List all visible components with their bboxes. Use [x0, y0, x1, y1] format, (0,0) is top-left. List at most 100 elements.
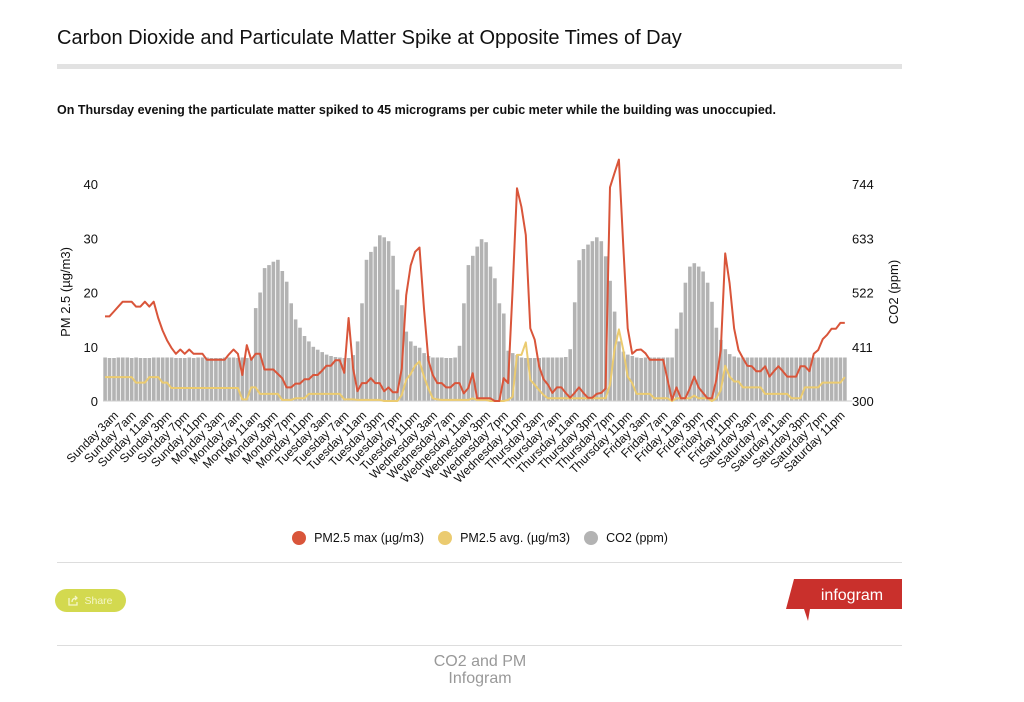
co2-bar [245, 358, 249, 401]
co2-bar [564, 357, 568, 401]
co2-bar [639, 358, 643, 401]
co2-bar [417, 347, 422, 401]
co2-bar [444, 358, 448, 401]
co2-bar [590, 241, 595, 401]
co2-bar [165, 357, 169, 401]
co2-bar [191, 358, 196, 401]
co2-bar [767, 357, 772, 401]
co2-bar [214, 358, 218, 401]
co2-bar [404, 331, 409, 401]
co2-bar [798, 357, 803, 401]
infogram-logo[interactable]: infogram [786, 579, 902, 621]
co2-bar [200, 357, 205, 401]
co2-bar [271, 261, 276, 401]
co2-bar [311, 346, 316, 402]
co2-bar [829, 357, 834, 401]
co2-bar [116, 357, 121, 401]
co2-bar [634, 357, 639, 401]
co2-bar [776, 357, 781, 401]
co2-bar [736, 357, 741, 401]
co2-bar [236, 358, 240, 401]
co2-bar [152, 357, 156, 401]
co2-bar [143, 358, 147, 401]
co2-bar [661, 357, 666, 401]
co2-bar [196, 357, 200, 401]
co2-bar [156, 357, 161, 401]
co2-bar [785, 357, 790, 401]
left-tick-label: 10 [84, 340, 98, 355]
right-tick-label: 522 [852, 286, 874, 301]
legend-pm-avg[interactable]: PM2.5 avg. (µg/m3) [438, 531, 570, 545]
co2-bar [351, 355, 355, 401]
left-tick-label: 20 [84, 286, 98, 301]
co2-bar [772, 357, 776, 401]
divider [57, 645, 902, 646]
co2-bar [431, 357, 435, 401]
co2-bar [572, 302, 577, 401]
co2-bar [741, 357, 745, 401]
co2-bar [231, 357, 236, 401]
co2-bar [843, 357, 847, 401]
footer-caption[interactable]: CO2 and PM Infogram [380, 653, 580, 687]
co2-bar [178, 358, 183, 401]
co2-bar [502, 313, 506, 401]
legend-label: PM2.5 max (µg/m3) [314, 531, 425, 545]
co2-bar [222, 357, 227, 401]
footer-line-2: Infogram [448, 670, 512, 687]
co2-bar [546, 357, 550, 401]
co2-bar [657, 357, 661, 401]
co2-bar [103, 357, 107, 401]
co2-bar [121, 357, 125, 401]
co2-bar [391, 255, 395, 401]
co2-bar [324, 354, 329, 401]
co2-bar [276, 259, 280, 401]
co2-bar [603, 256, 608, 401]
co2-bar [457, 345, 462, 401]
co2-bar [453, 357, 457, 401]
co2-bar [493, 278, 497, 401]
co2-bar [688, 266, 692, 401]
co2-bar [302, 336, 307, 401]
page-title: Carbon Dioxide and Particulate Matter Sp… [57, 27, 682, 49]
co2-bar [519, 357, 524, 401]
co2-bar [378, 235, 382, 401]
co2-bar [479, 239, 484, 401]
co2-bar [794, 357, 798, 401]
co2-bars [103, 235, 847, 402]
share-button[interactable]: Share [55, 589, 126, 612]
co2-bar [683, 282, 688, 401]
co2-bar [355, 341, 360, 401]
legend-dot-icon [584, 531, 599, 545]
co2-bar [360, 303, 364, 401]
co2-bar [138, 358, 143, 401]
co2-bar [129, 358, 134, 401]
co2-bar [435, 357, 440, 401]
co2-bar [329, 356, 333, 401]
share-icon [68, 595, 79, 606]
co2-bar [289, 303, 293, 401]
legend-co2[interactable]: CO2 (ppm) [584, 531, 668, 545]
co2-bar [160, 357, 165, 401]
co2-bar [732, 356, 736, 401]
co2-bar [758, 357, 763, 401]
co2-bar [630, 356, 635, 401]
co2-bar [515, 355, 519, 401]
co2-bar [821, 357, 825, 401]
co2-bar [781, 357, 785, 401]
co2-bar [825, 357, 829, 401]
title-divider [57, 64, 902, 69]
co2-bar [262, 268, 267, 401]
co2-bar [183, 358, 187, 401]
legend-dot-icon [292, 531, 307, 545]
pm-avg-line [105, 328, 846, 402]
co2-bar [745, 357, 750, 401]
co2-bar [524, 358, 528, 401]
co2-bar [696, 266, 701, 401]
co2-bar [750, 357, 754, 401]
pm-max-line [105, 158, 845, 402]
legend-label: PM2.5 avg. (µg/m3) [460, 531, 571, 545]
co2-bar [599, 241, 604, 401]
co2-bar [834, 357, 838, 401]
legend-pm-max[interactable]: PM2.5 max (µg/m3) [292, 531, 424, 545]
co2-bar [510, 353, 515, 401]
